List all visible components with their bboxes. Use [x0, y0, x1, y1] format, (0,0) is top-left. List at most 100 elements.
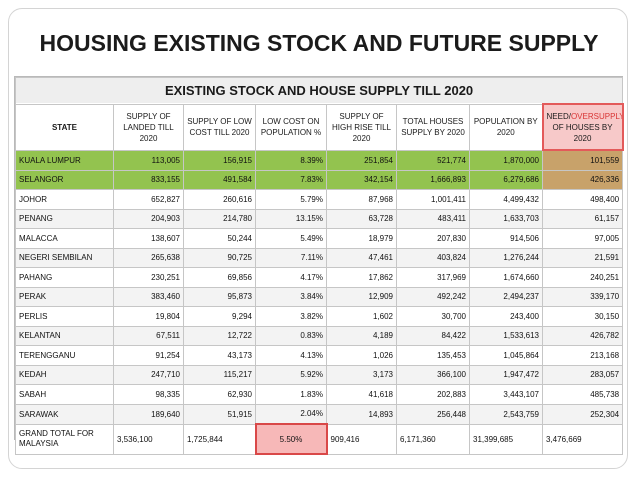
low-cost-cell: 491,584 [183, 169, 256, 190]
total-houses-cell: 84,422 [396, 325, 470, 346]
landed-cell: 98,335 [113, 384, 184, 405]
high-rise-cell: 18,979 [326, 228, 397, 249]
total-houses-cell: 1,001,411 [396, 189, 470, 210]
header-row: STATE SUPPLY OF LANDED TILL 2020 SUPPLY … [15, 103, 624, 151]
state-cell: SELANGOR [15, 169, 114, 190]
landed-cell: 383,460 [113, 286, 184, 307]
low-cost-cell: 12,722 [183, 325, 256, 346]
high-rise-cell: 251,854 [326, 149, 397, 171]
header-high-rise: SUPPLY OF HIGH RISE TILL 2020 [326, 103, 397, 151]
need-cell: 61,157 [541, 208, 624, 229]
total-houses-cell: 366,100 [396, 364, 470, 385]
table-row: JOHOR 652,827 260,616 5.79% 87,968 1,001,411 4… [15, 189, 624, 210]
high-rise-cell: 342,154 [326, 169, 397, 190]
high-rise-cell: 4,189 [326, 325, 397, 346]
need-cell: 240,251 [541, 267, 624, 288]
low-cost-pct-cell: 7.11% [255, 247, 327, 268]
low-cost-cell: 69,856 [183, 267, 256, 288]
population-cell: 1,633,703 [469, 208, 543, 229]
header-need-rest: OF HOUSES BY 2020 [552, 122, 613, 143]
total-houses-cell: 135,453 [396, 345, 470, 366]
need-cell: 97,005 [541, 228, 624, 249]
low-cost-pct-cell: 8.39% [255, 149, 327, 171]
landed-cell: 67,511 [113, 325, 184, 346]
state-cell: KEDAH [15, 364, 114, 385]
table-row: SELANGOR 833,155 491,584 7.83% 342,154 1,666,… [15, 169, 624, 190]
low-cost-pct-cell: 5.92% [255, 364, 327, 385]
table-caption: EXISTING STOCK AND HOUSE SUPPLY TILL 202… [14, 77, 624, 105]
landed-cell: 652,827 [113, 189, 184, 210]
total-houses-cell: 492,242 [396, 286, 470, 307]
high-rise-cell: 17,862 [326, 267, 397, 288]
high-rise-cell: 47,461 [326, 247, 397, 268]
total-houses-cell: 521,774 [396, 149, 470, 171]
table-row: PENANG 204,903 214,780 13.15% 63,728 483,411 1… [15, 208, 624, 229]
low-cost-pct-cell: 1.83% [255, 384, 327, 405]
header-total-houses: TOTAL HOUSES SUPPLY BY 2020 [396, 103, 470, 151]
total-houses-cell: 317,969 [396, 267, 470, 288]
low-cost-cell: 115,217 [183, 364, 256, 385]
header-oversupply-text: OVERSUPPLY [570, 111, 623, 121]
total-houses-cell: 483,411 [396, 208, 470, 229]
grand-total-landed: 3,536,100 [113, 423, 184, 455]
low-cost-cell: 62,930 [183, 384, 256, 405]
population-cell: 6,279,686 [469, 169, 543, 190]
table-body: KUALA LUMPUR 113,005 156,915 8.39% 251,854 52… [15, 149, 624, 425]
low-cost-pct-cell: 13.15% [255, 208, 327, 229]
state-cell: PERAK [15, 286, 114, 307]
header-state: STATE [15, 103, 114, 151]
landed-cell: 833,155 [113, 169, 184, 190]
low-cost-pct-cell: 2.04% [255, 403, 327, 425]
table-row: SABAH 98,335 62,930 1.83% 41,618 202,883 3,443… [15, 384, 624, 405]
table-row: PERLIS 19,804 9,294 3.82% 1,602 30,700 243,400… [15, 306, 624, 327]
grand-total-need: 3,476,669 [541, 423, 624, 455]
header-low-cost-pct: LOW COST ON POPULATION % [255, 103, 327, 151]
low-cost-pct-cell: 5.49% [255, 228, 327, 249]
table-row: NEGERI SEMBILAN 265,638 90,725 7.11% 47,461 4… [15, 247, 624, 268]
high-rise-cell: 1,602 [326, 306, 397, 327]
low-cost-cell: 51,915 [183, 403, 256, 425]
total-houses-cell: 403,824 [396, 247, 470, 268]
population-cell: 1,533,613 [469, 325, 543, 346]
population-cell: 3,443,107 [469, 384, 543, 405]
low-cost-pct-cell: 4.13% [255, 345, 327, 366]
need-cell: 426,782 [541, 325, 624, 346]
low-cost-cell: 43,173 [183, 345, 256, 366]
low-cost-cell: 214,780 [183, 208, 256, 229]
total-houses-cell: 30,700 [396, 306, 470, 327]
table-row: TERENGGANU 91,254 43,173 4.13% 1,026 135,453 1… [15, 345, 624, 366]
header-need-oversupply: NEED/OVERSUPPLY OF HOUSES BY 2020 [541, 103, 624, 151]
high-rise-cell: 12,909 [326, 286, 397, 307]
high-rise-cell: 63,728 [326, 208, 397, 229]
low-cost-pct-cell: 3.82% [255, 306, 327, 327]
table-row: PERAK 383,460 95,873 3.84% 12,909 492,242 2,49… [15, 286, 624, 307]
housing-table: EXISTING STOCK AND HOUSE SUPPLY TILL 202… [14, 77, 624, 455]
population-cell: 1,276,244 [469, 247, 543, 268]
need-cell: 283,057 [541, 364, 624, 385]
low-cost-pct-cell: 3.84% [255, 286, 327, 307]
table-row: KEDAH 247,710 115,217 5.92% 3,173 366,100 1,94… [15, 364, 624, 385]
landed-cell: 265,638 [113, 247, 184, 268]
population-cell: 2,494,237 [469, 286, 543, 307]
grand-total-low-cost-pct: 5.50% [254, 423, 328, 455]
need-cell: 339,170 [541, 286, 624, 307]
state-cell: NEGERI SEMBILAN [15, 247, 114, 268]
population-cell: 914,506 [469, 228, 543, 249]
housing-table-container: EXISTING STOCK AND HOUSE SUPPLY TILL 202… [14, 76, 624, 455]
state-cell: KUALA LUMPUR [15, 149, 114, 171]
grand-total-total-houses: 6,171,360 [396, 423, 470, 455]
low-cost-cell: 90,725 [183, 247, 256, 268]
low-cost-cell: 9,294 [183, 306, 256, 327]
state-cell: MALACCA [15, 228, 114, 249]
header-need-text: NEED/ [546, 111, 571, 121]
high-rise-cell: 41,618 [326, 384, 397, 405]
state-cell: TERENGGANU [15, 345, 114, 366]
header-low-cost: SUPPLY OF LOW COST TILL 2020 [183, 103, 256, 151]
population-cell: 4,499,432 [469, 189, 543, 210]
low-cost-cell: 260,616 [183, 189, 256, 210]
population-cell: 1,674,660 [469, 267, 543, 288]
high-rise-cell: 1,026 [326, 345, 397, 366]
grand-total-low-cost: 1,725,844 [183, 423, 256, 455]
table-row: KUALA LUMPUR 113,005 156,915 8.39% 251,854 52… [15, 149, 624, 171]
total-houses-cell: 207,830 [396, 228, 470, 249]
